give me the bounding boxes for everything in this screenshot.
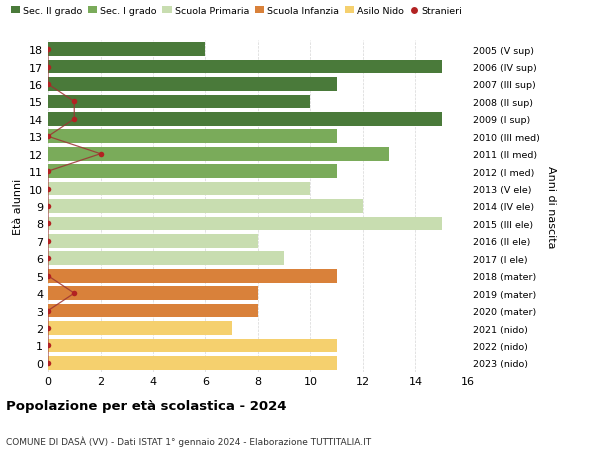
Point [70, 116, 79, 123]
Point [43, 255, 53, 263]
Point [96, 151, 106, 158]
Bar [48, 235, 258, 248]
Point [43, 168, 53, 175]
Bar [48, 113, 442, 126]
Text: Popolazione per età scolastica - 2024: Popolazione per età scolastica - 2024 [6, 399, 287, 412]
Point [43, 238, 53, 245]
Point [70, 99, 79, 106]
Point [43, 203, 53, 210]
Bar [48, 200, 363, 213]
Point [43, 342, 53, 349]
Bar [48, 217, 442, 231]
Bar [48, 321, 232, 335]
Bar [48, 269, 337, 283]
Bar [48, 61, 442, 74]
Bar [48, 182, 311, 196]
Point [43, 359, 53, 367]
Bar [48, 43, 205, 57]
Bar [48, 339, 337, 353]
Point [70, 290, 79, 297]
Y-axis label: Età alunni: Età alunni [13, 179, 23, 235]
Point [43, 133, 53, 140]
Point [43, 307, 53, 314]
Point [43, 220, 53, 228]
Bar [48, 356, 337, 370]
Text: COMUNE DI DASÀ (VV) - Dati ISTAT 1° gennaio 2024 - Elaborazione TUTTITALIA.IT: COMUNE DI DASÀ (VV) - Dati ISTAT 1° genn… [6, 436, 371, 447]
Bar [48, 304, 258, 318]
Point [43, 46, 53, 54]
Point [43, 273, 53, 280]
Bar [48, 148, 389, 161]
Y-axis label: Anni di nascita: Anni di nascita [547, 165, 556, 248]
Point [43, 64, 53, 71]
Point [43, 81, 53, 89]
Point [43, 185, 53, 193]
Bar [48, 287, 258, 300]
Legend: Sec. II grado, Sec. I grado, Scuola Primaria, Scuola Infanzia, Asilo Nido, Stran: Sec. II grado, Sec. I grado, Scuola Prim… [11, 7, 463, 16]
Bar [48, 252, 284, 265]
Bar [48, 165, 337, 179]
Bar [48, 130, 337, 144]
Bar [48, 95, 311, 109]
Point [43, 325, 53, 332]
Bar [48, 78, 337, 92]
